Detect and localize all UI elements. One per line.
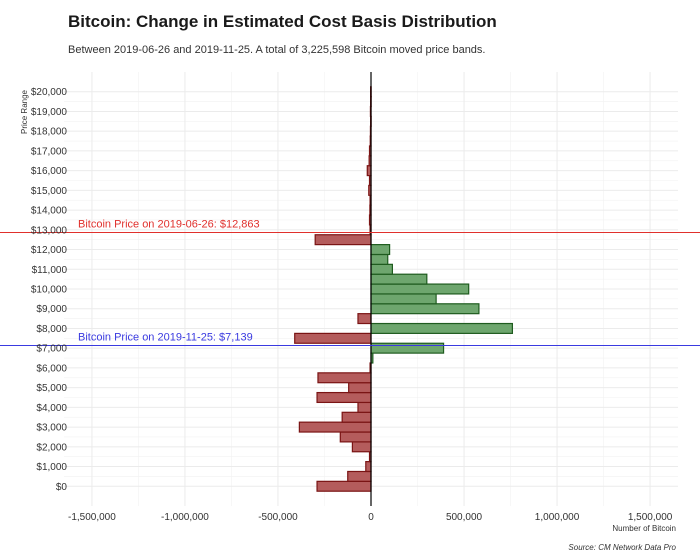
- bar-10500: [370, 273, 428, 285]
- chart-title: Bitcoin: Change in Estimated Cost Basis …: [68, 12, 497, 31]
- bar-12500: [314, 234, 372, 246]
- bar-5500: [317, 372, 372, 384]
- y-tick-label: $6,000: [36, 363, 67, 374]
- chart-subtitle: Between 2019-06-26 and 2019-11-25. A tot…: [68, 44, 486, 56]
- y-tick-label: $16,000: [31, 166, 68, 177]
- y-tick-label: $2,000: [36, 442, 67, 453]
- bar-4500: [316, 391, 372, 404]
- bar-11500: [370, 253, 389, 265]
- y-tick-label: $0: [56, 482, 68, 493]
- y-tick-label: $17,000: [31, 146, 68, 157]
- y-tick-label: $12,000: [31, 245, 68, 256]
- x-axis-ticks: -1,500,000 -1,000,000 -500,000 0 500,000 1,00…: [68, 512, 673, 523]
- x-tick-label: 1,000,000: [535, 512, 580, 523]
- y-tick-label: $8,000: [36, 324, 67, 335]
- x-tick-label: 500,000: [446, 512, 483, 523]
- bar-7500: [294, 332, 372, 344]
- y-tick-label: $11,000: [32, 265, 68, 276]
- bar-4000: [357, 401, 372, 413]
- y-tick-label: $5,000: [36, 383, 67, 394]
- reference-label-1: Bitcoin Price on 2019-11-25: $7,139: [78, 331, 253, 343]
- bar-9500: [370, 293, 437, 305]
- y-tick-label: $18,000: [31, 127, 68, 138]
- bar-8500: [357, 313, 372, 325]
- y-tick-label: $15,000: [31, 186, 68, 197]
- bar-0: [316, 480, 372, 492]
- y-tick-label: $3,000: [36, 423, 67, 434]
- bar-3500: [341, 411, 372, 423]
- bar-2500: [339, 431, 372, 443]
- bar-7000: [370, 342, 445, 354]
- x-axis-label: Number of Bitcoin: [612, 524, 676, 533]
- bar-1000: [365, 461, 372, 473]
- source-note: Source: CM Network Data Pro: [568, 543, 676, 552]
- bar-5000: [348, 382, 372, 394]
- bar-11000: [370, 263, 393, 275]
- bar-8000: [370, 322, 514, 334]
- y-tick-label: $9,000: [36, 304, 67, 315]
- y-tick-label: $7,000: [36, 344, 67, 355]
- bar-9000: [370, 303, 480, 315]
- x-tick-label: -500,000: [258, 512, 298, 523]
- y-tick-label: $14,000: [31, 206, 68, 217]
- reference-lines: Bitcoin Price on 2019-06-26: $12,863 Bitc…: [0, 219, 700, 346]
- x-tick-label: 0: [368, 512, 374, 523]
- bar-3000: [298, 421, 372, 433]
- bar-12000: [370, 244, 391, 256]
- y-axis-ticks: $0 $1,000 $2,000 $3,000 $4,000 $5,000 $6,000 $7…: [31, 87, 68, 493]
- y-tick-label: $19,000: [31, 107, 68, 118]
- x-tick-label: 1,500,000: [628, 512, 673, 523]
- y-tick-label: $20,000: [31, 87, 68, 98]
- y-tick-label: $10,000: [31, 285, 68, 296]
- bar-500: [347, 470, 372, 482]
- reference-label-0: Bitcoin Price on 2019-06-26: $12,863: [78, 219, 260, 231]
- y-tick-label: $4,000: [36, 403, 67, 414]
- y-tick-label: $13,000: [31, 225, 68, 236]
- y-tick-label: $1,000: [36, 462, 67, 473]
- bar-2000: [351, 441, 372, 453]
- bars-group: [294, 86, 514, 492]
- bar-10000: [370, 283, 470, 295]
- x-tick-label: -1,000,000: [161, 512, 209, 523]
- x-tick-label: -1,500,000: [68, 512, 116, 523]
- y-axis-label: Price Range: [20, 89, 29, 134]
